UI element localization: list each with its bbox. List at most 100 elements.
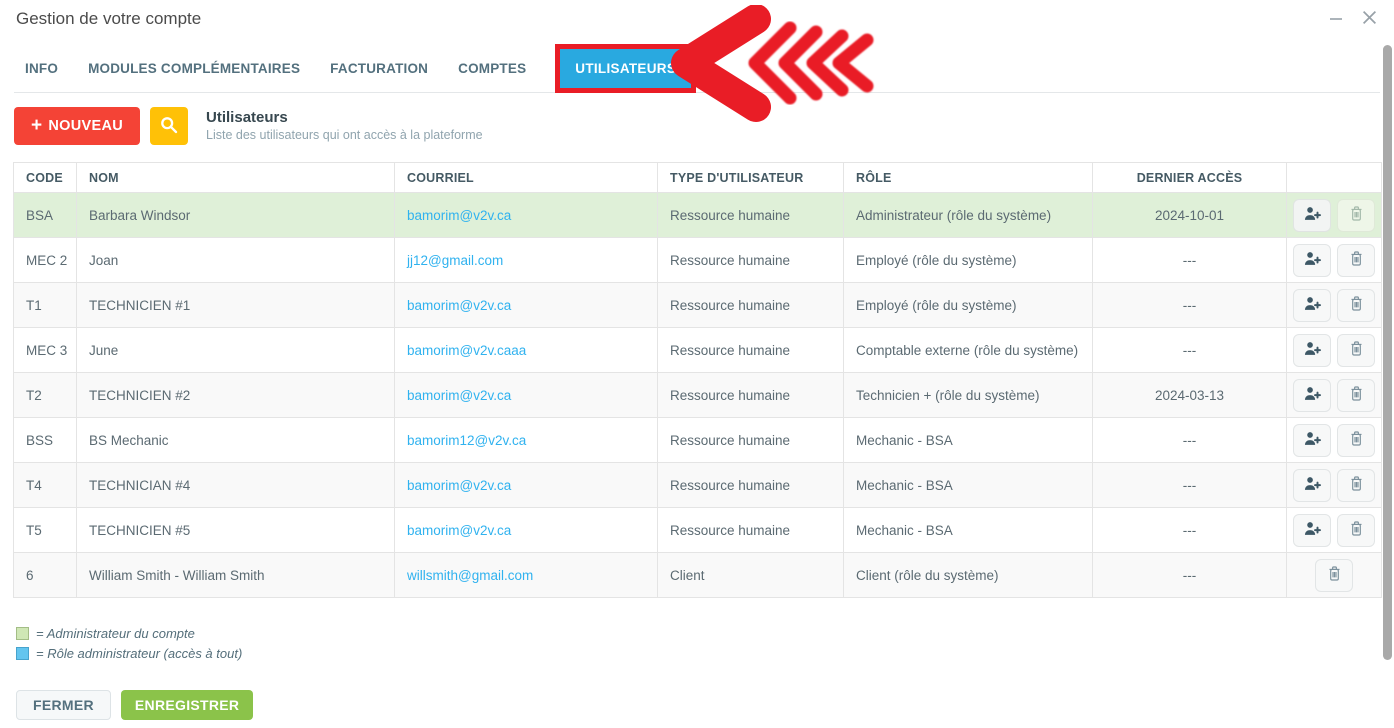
person-add-icon xyxy=(1304,386,1321,404)
cell-actions xyxy=(1286,507,1382,553)
table-row[interactable]: T2 TECHNICIEN #2 bamorim@v2v.ca Ressourc… xyxy=(13,372,1382,418)
close-dialog-button[interactable]: FERMER xyxy=(16,690,111,720)
table-row[interactable]: BSA Barbara Windsor bamorim@v2v.ca Resso… xyxy=(13,192,1382,238)
column-header-role: RÔLE xyxy=(843,162,1093,193)
table-row[interactable]: T1 TECHNICIEN #1 bamorim@v2v.ca Ressourc… xyxy=(13,282,1382,328)
tab-utilisateurs[interactable]: UTILISATEURS xyxy=(560,48,692,88)
search-button[interactable] xyxy=(150,107,189,145)
email-link[interactable]: jj12@gmail.com xyxy=(407,252,504,268)
cell-last-access: --- xyxy=(1092,507,1287,553)
action-buttons xyxy=(1288,243,1381,277)
cell-email: bamorim@v2v.caaa xyxy=(394,327,658,373)
table-row[interactable]: 6 William Smith - William Smith willsmit… xyxy=(13,552,1382,598)
email-link[interactable]: bamorim@v2v.caaa xyxy=(407,342,527,358)
action-buttons xyxy=(1288,468,1381,502)
cell-actions xyxy=(1286,282,1382,328)
delete-button[interactable] xyxy=(1337,423,1375,457)
cell-role: Technicien + (rôle du système) xyxy=(843,372,1093,418)
add-user-button[interactable] xyxy=(1293,513,1331,547)
cell-name: Barbara Windsor xyxy=(76,192,395,238)
person-add-icon xyxy=(1304,431,1321,449)
delete-button[interactable] xyxy=(1337,198,1375,232)
person-add-icon xyxy=(1304,251,1321,269)
legend-item-admin-role: = Rôle administrateur (accès à tout) xyxy=(16,643,242,663)
delete-button[interactable] xyxy=(1315,558,1353,592)
table-row[interactable]: BSS BS Mechanic bamorim12@v2v.ca Ressour… xyxy=(13,417,1382,463)
delete-button[interactable] xyxy=(1337,513,1375,547)
email-link[interactable]: bamorim@v2v.ca xyxy=(407,522,512,538)
table-row[interactable]: T5 TECHNICIEN #5 bamorim@v2v.ca Ressourc… xyxy=(13,507,1382,553)
close-button[interactable] xyxy=(1360,10,1378,28)
minimize-button[interactable] xyxy=(1327,10,1345,28)
new-user-button[interactable]: + NOUVEAU xyxy=(14,107,141,145)
person-add-icon xyxy=(1304,206,1321,224)
cell-name: TECHNICIEN #5 xyxy=(76,507,395,553)
email-link[interactable]: bamorim@v2v.ca xyxy=(407,207,512,223)
trash-icon xyxy=(1350,521,1363,539)
add-user-button[interactable] xyxy=(1293,243,1331,277)
delete-button[interactable] xyxy=(1337,333,1375,367)
cell-user-type: Ressource humaine xyxy=(657,372,844,418)
add-user-button[interactable] xyxy=(1293,378,1331,412)
cell-user-type: Client xyxy=(657,552,844,598)
add-user-button[interactable] xyxy=(1293,333,1331,367)
add-user-button[interactable] xyxy=(1293,288,1331,322)
cell-name: TECHNICIEN #2 xyxy=(76,372,395,418)
cell-role: Administrateur (rôle du système) xyxy=(843,192,1093,238)
trash-icon xyxy=(1350,476,1363,494)
minimize-icon xyxy=(1329,11,1343,28)
action-buttons xyxy=(1288,423,1381,457)
cell-actions xyxy=(1286,327,1382,373)
delete-button[interactable] xyxy=(1337,378,1375,412)
trash-icon xyxy=(1350,341,1363,359)
close-icon xyxy=(1362,10,1377,28)
tab-modules-complementaires[interactable]: MODULES COMPLÉMENTAIRES xyxy=(88,60,301,76)
add-user-button[interactable] xyxy=(1293,423,1331,457)
email-link[interactable]: bamorim12@v2v.ca xyxy=(407,432,527,448)
delete-button[interactable] xyxy=(1337,288,1375,322)
table-row[interactable]: MEC 3 June bamorim@v2v.caaa Ressource hu… xyxy=(13,327,1382,373)
add-user-button[interactable] xyxy=(1293,468,1331,502)
cell-role: Employé (rôle du système) xyxy=(843,237,1093,283)
delete-button[interactable] xyxy=(1337,243,1375,277)
column-header-dernier-acces: DERNIER ACCÈS xyxy=(1092,162,1287,193)
cell-name: June xyxy=(76,327,395,373)
email-link[interactable]: bamorim@v2v.ca xyxy=(407,387,512,403)
tab-facturation[interactable]: FACTURATION xyxy=(330,60,429,76)
cell-user-type: Ressource humaine xyxy=(657,462,844,508)
vertical-scrollbar-thumb[interactable] xyxy=(1383,45,1392,660)
cell-last-access: 2024-03-13 xyxy=(1092,372,1287,418)
cell-code: 6 xyxy=(13,552,77,598)
save-button[interactable]: ENREGISTRER xyxy=(120,690,254,720)
cell-role: Mechanic - BSA xyxy=(843,507,1093,553)
table-row[interactable]: T4 TECHNICIAN #4 bamorim@v2v.ca Ressourc… xyxy=(13,462,1382,508)
legend: = Administrateur du compte = Rôle admini… xyxy=(16,623,242,663)
trash-icon xyxy=(1350,431,1363,449)
cell-role: Employé (rôle du système) xyxy=(843,282,1093,328)
delete-button[interactable] xyxy=(1337,468,1375,502)
cell-code: T4 xyxy=(13,462,77,508)
cell-code: T5 xyxy=(13,507,77,553)
email-link[interactable]: willsmith@gmail.com xyxy=(407,567,534,583)
new-user-button-label: NOUVEAU xyxy=(48,118,124,134)
legend-text: = Administrateur du compte xyxy=(36,625,195,641)
toolbar: + NOUVEAU Utilisateurs Liste des utilisa… xyxy=(14,107,483,145)
action-buttons xyxy=(1288,513,1381,547)
cell-email: willsmith@gmail.com xyxy=(394,552,658,598)
cell-last-access: --- xyxy=(1092,327,1287,373)
cell-role: Comptable externe (rôle du système) xyxy=(843,327,1093,373)
email-link[interactable]: bamorim@v2v.ca xyxy=(407,477,512,493)
tab-comptes[interactable]: COMPTES xyxy=(458,60,527,76)
cell-email: bamorim@v2v.ca xyxy=(394,372,658,418)
table-row[interactable]: MEC 2 Joan jj12@gmail.com Ressource huma… xyxy=(13,237,1382,283)
window-controls xyxy=(1327,10,1378,28)
cell-actions xyxy=(1286,462,1382,508)
cell-user-type: Ressource humaine xyxy=(657,192,844,238)
cell-last-access: --- xyxy=(1092,237,1287,283)
email-link[interactable]: bamorim@v2v.ca xyxy=(407,297,512,313)
legend-text: = Rôle administrateur (accès à tout) xyxy=(36,645,243,661)
action-buttons xyxy=(1288,378,1381,412)
cell-email: bamorim@v2v.ca xyxy=(394,282,658,328)
add-user-button[interactable] xyxy=(1293,198,1331,232)
tab-info[interactable]: INFO xyxy=(25,60,59,76)
